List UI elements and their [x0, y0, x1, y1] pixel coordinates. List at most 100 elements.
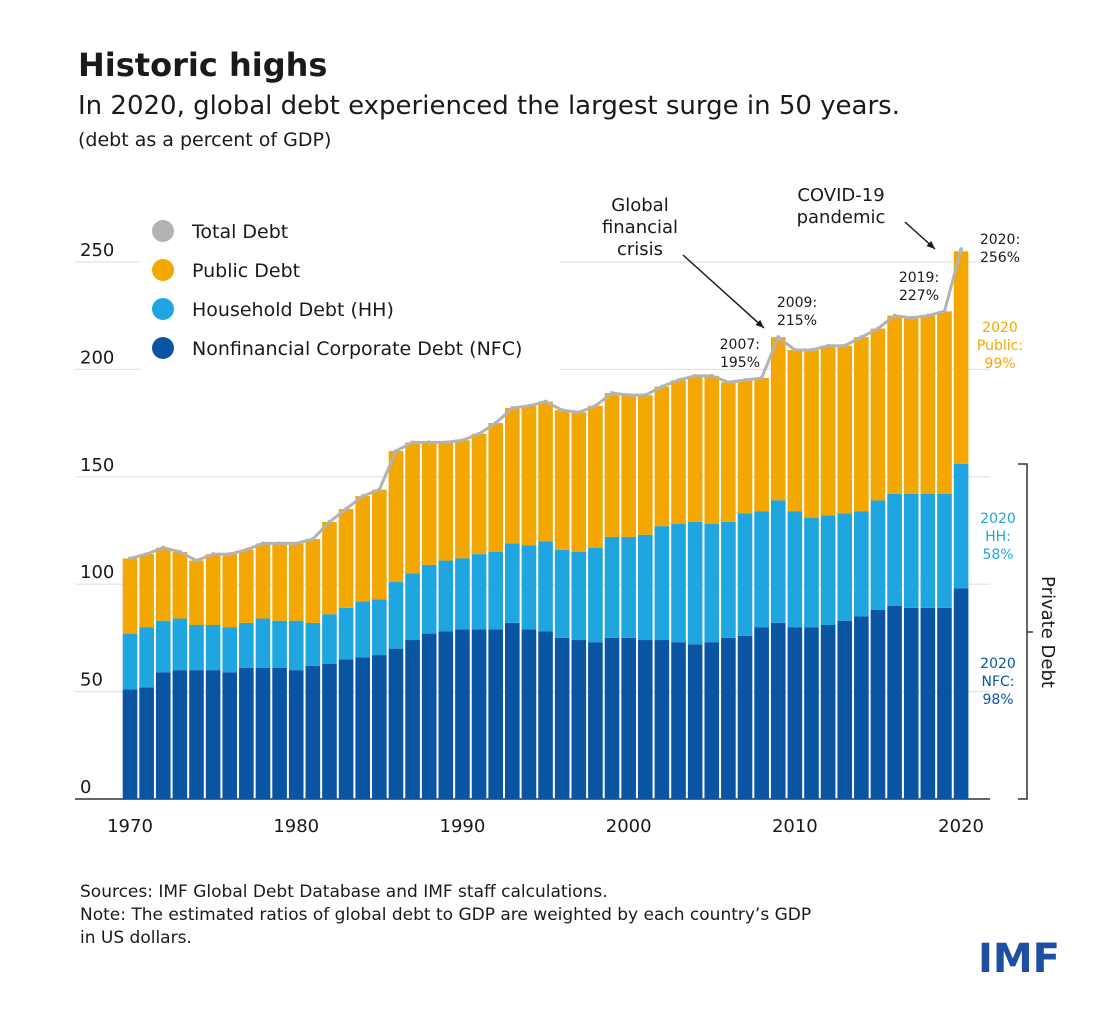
total-point	[244, 547, 249, 552]
bar-segment	[255, 618, 271, 668]
bar-segment	[155, 547, 171, 621]
bar-segment	[671, 524, 686, 643]
x-tick-label: 1970	[107, 816, 153, 837]
bar-segment	[322, 663, 337, 799]
legend-label: Public Debt	[192, 260, 300, 282]
bar-segment	[139, 554, 154, 628]
bar-segment	[787, 350, 803, 512]
note: Sources: IMF Global Debt Database and IM…	[80, 882, 608, 902]
total-point	[776, 335, 781, 340]
bar-segment	[471, 554, 487, 630]
bar-segment	[305, 539, 321, 623]
bar-segment	[372, 655, 387, 799]
bar-segment	[920, 607, 936, 799]
bar-segment	[770, 337, 786, 501]
bar-segment	[205, 625, 221, 671]
bar-segment	[854, 511, 869, 617]
bar-segment	[937, 311, 952, 494]
bar-segment	[787, 627, 803, 799]
bar-segment	[471, 629, 487, 799]
bar-segment	[421, 442, 437, 565]
bar-segment	[937, 493, 952, 608]
bar-segment	[937, 607, 952, 799]
total-point	[227, 552, 232, 557]
bar-segment	[322, 521, 337, 615]
bar-segment	[704, 642, 720, 799]
y-tick-label: 200	[80, 347, 114, 368]
total-point	[194, 558, 199, 563]
bar-segment	[604, 637, 620, 799]
bar-segment	[887, 605, 902, 799]
total-point	[493, 421, 498, 426]
bar-segment	[172, 670, 188, 799]
bar-segment	[571, 640, 587, 799]
legend-label: Total Debt	[191, 221, 288, 243]
bar-segment	[571, 551, 587, 641]
bar-segment	[239, 622, 254, 668]
bar-segment	[920, 493, 936, 608]
total-point	[177, 549, 182, 554]
bar-segment	[189, 670, 204, 799]
annotation: 227%	[899, 288, 939, 304]
bar-segment	[704, 375, 720, 525]
bar-segment	[554, 549, 570, 638]
total-point	[128, 556, 133, 561]
bar-segment	[721, 637, 736, 799]
note: Note: The estimated ratios of global deb…	[80, 905, 811, 925]
bar-segment	[521, 545, 537, 630]
total-point	[344, 507, 349, 512]
total-point	[510, 406, 515, 411]
bar-segment	[488, 629, 503, 799]
bar-segment	[305, 665, 321, 799]
bar-segment	[754, 627, 769, 799]
bar-segment	[388, 582, 404, 649]
annotation: HH:	[985, 529, 1011, 545]
bar-segment	[837, 620, 853, 799]
total-point	[659, 384, 664, 389]
total-point	[892, 313, 897, 318]
bar-segment	[272, 543, 287, 621]
bar-segment	[504, 543, 520, 623]
x-tick-label: 2020	[938, 816, 984, 837]
bar-segment	[455, 629, 470, 799]
bar-segment	[538, 541, 553, 632]
bar-segment	[521, 629, 537, 799]
bar-segment	[155, 620, 171, 673]
bar-segment	[405, 640, 420, 799]
bar-segment	[621, 637, 636, 799]
bar-segment	[438, 560, 454, 632]
total-point	[560, 408, 565, 413]
annotation: 2020	[980, 656, 1016, 672]
arrow-head	[926, 240, 935, 249]
annotation: Global	[611, 195, 668, 216]
total-point	[360, 494, 365, 499]
bar-segment	[571, 412, 587, 552]
annotation: 2020:	[980, 232, 1020, 248]
legend-background	[140, 210, 560, 370]
bar-segment	[953, 463, 969, 589]
bar-segment	[372, 599, 387, 656]
annotation: crisis	[617, 239, 663, 260]
arrow-head	[755, 319, 764, 328]
bar-segment	[737, 635, 753, 799]
total-point	[626, 393, 631, 398]
bar-segment	[504, 408, 520, 544]
total-point	[726, 380, 731, 385]
bar-segment	[820, 625, 836, 799]
total-point	[809, 348, 814, 353]
bar-segment	[870, 328, 886, 501]
bar-segment	[504, 622, 520, 799]
total-point	[576, 410, 581, 415]
bar-segment	[272, 620, 287, 668]
bar-segment	[820, 345, 836, 516]
logo: IMF	[978, 936, 1060, 982]
total-point	[759, 375, 764, 380]
bar-segment	[654, 386, 670, 527]
total-point	[410, 440, 415, 445]
annotation: 98%	[982, 692, 1013, 708]
legend-swatch	[152, 259, 174, 281]
bar-segment	[588, 405, 603, 548]
bar-segment	[887, 493, 902, 606]
bar-segment	[222, 672, 238, 799]
bar-segment	[155, 672, 171, 799]
